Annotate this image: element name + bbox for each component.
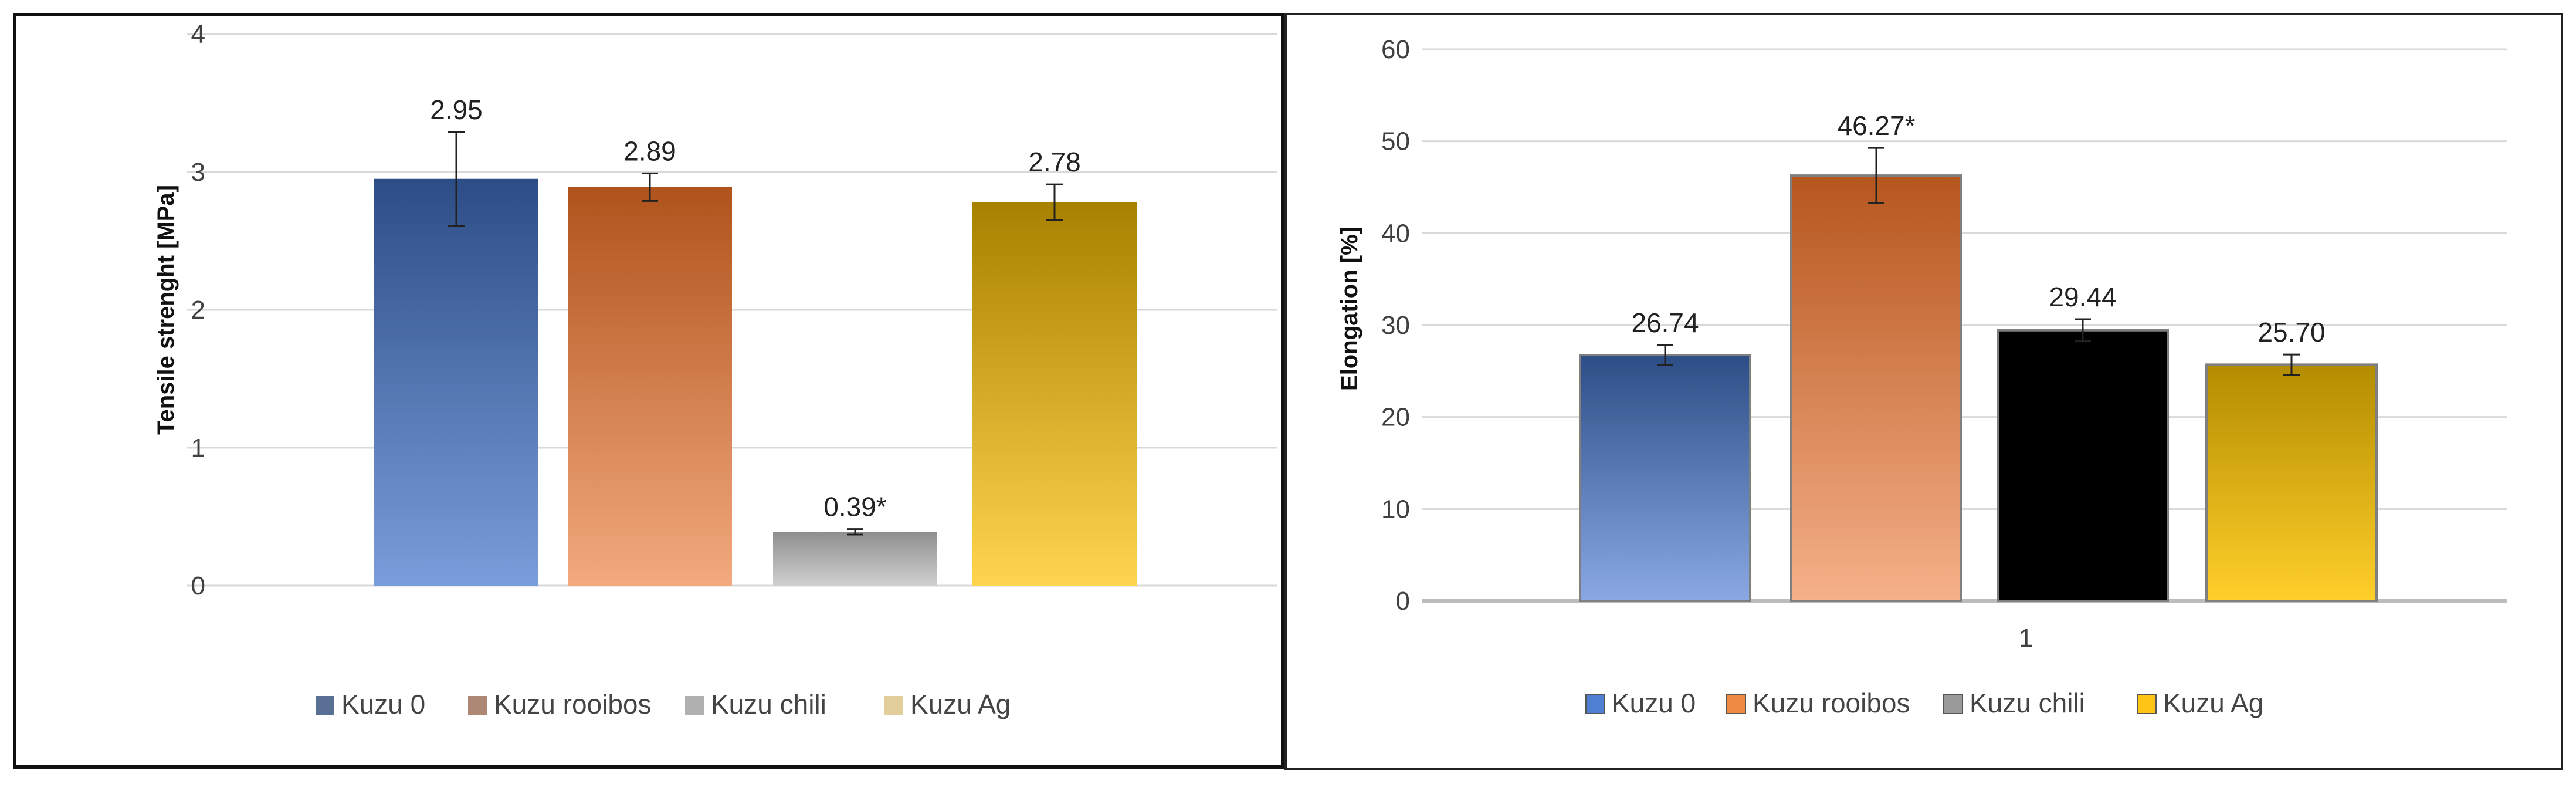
bar-kuzu-rooibos	[1790, 174, 1962, 602]
legend-entry: Kuzu 0	[341, 689, 425, 719]
bar-kuzu-rooibos	[568, 187, 732, 586]
legend-swatch	[1585, 694, 1605, 714]
legend-swatch	[685, 696, 704, 715]
y-tick-label: 4	[191, 20, 205, 49]
bar-kuzu-ag	[2205, 363, 2378, 602]
bar-kuzu-0	[1579, 354, 1751, 602]
legend-swatch	[468, 696, 487, 715]
bar-kuzu-0	[374, 178, 538, 586]
legend-entry: Kuzu Ag	[2163, 688, 2263, 718]
bar-kuzu-ag	[972, 202, 1137, 586]
data-label: 46.27*	[1837, 110, 1915, 141]
legend-entry: Kuzu chili	[1970, 688, 2085, 718]
bar-kuzu-chili	[1997, 329, 2169, 602]
legend-entry: Kuzu rooibos	[494, 689, 652, 719]
y-tick-label: 3	[191, 158, 205, 187]
data-label: 2.95	[430, 94, 483, 125]
legend-entry: Kuzu 0	[1612, 688, 1696, 718]
y-axis-label: Tensile strenght [MPa]	[153, 185, 179, 435]
y-tick-label: 20	[1381, 403, 1410, 432]
tensile-strength-chart: 0 1 2 3 4 Tensile strenght [MPa] 2.95 2.89 0.39*…	[153, 20, 1277, 719]
elongation-chart: 0 10 20 30 40 50 60 Elongation [%] 1 26.74 46.27* 2…	[1337, 35, 2507, 718]
x-tick-label: 1	[2019, 624, 2033, 653]
y-tick-label: 50	[1381, 127, 1410, 156]
y-tick-label: 0	[1396, 587, 1410, 616]
legend-entry: Kuzu chili	[711, 689, 826, 719]
tensile-strength-chart-panel: 0 1 2 3 4 Tensile strenght [MPa] 2.95 2.89 0.39*…	[13, 13, 1284, 769]
elongation-chart-panel: 0 10 20 30 40 50 60 Elongation [%] 1 26.74 46.27* 2…	[1284, 13, 2563, 770]
y-tick-label: 60	[1381, 35, 1410, 64]
y-tick-label: 1	[191, 434, 205, 462]
legend-entry: Kuzu Ag	[910, 689, 1011, 719]
bar-kuzu-chili	[773, 532, 937, 586]
data-label: 25.70	[2258, 317, 2325, 347]
legend-swatch	[1726, 694, 1746, 714]
legend-swatch	[316, 696, 334, 715]
legend-swatch	[2137, 694, 2157, 714]
data-label: 0.39*	[823, 492, 887, 522]
legend-swatch	[1943, 694, 1963, 714]
data-label: 29.44	[2049, 282, 2116, 312]
data-label: 2.89	[623, 136, 676, 166]
y-tick-label: 10	[1381, 495, 1410, 523]
y-tick-label: 0	[191, 572, 205, 600]
y-axis-label: Elongation [%]	[1337, 227, 1362, 391]
y-tick-label: 30	[1381, 311, 1410, 340]
data-label: 2.78	[1028, 147, 1081, 177]
legend-entry: Kuzu rooibos	[1753, 688, 1910, 718]
data-label: 26.74	[1631, 307, 1699, 338]
legend-swatch	[884, 696, 903, 715]
y-tick-label: 2	[191, 296, 205, 324]
y-tick-label: 40	[1381, 219, 1410, 248]
